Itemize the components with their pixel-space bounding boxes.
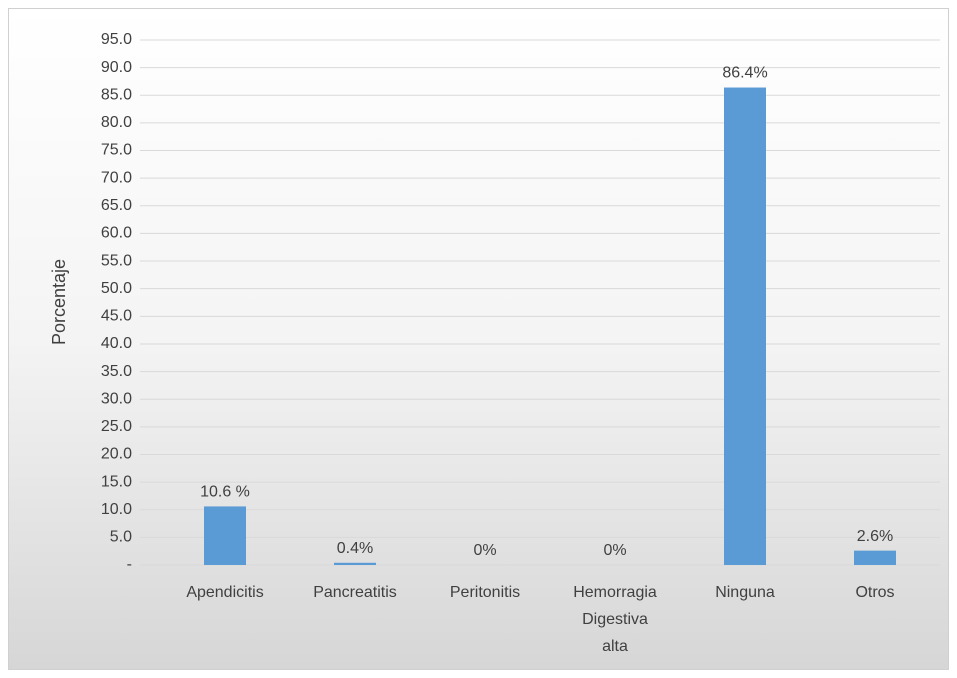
y-tick-label: 50.0 bbox=[101, 280, 132, 297]
y-tick-label: 55.0 bbox=[101, 252, 132, 269]
y-tick-label: 90.0 bbox=[101, 59, 132, 76]
y-tick-label: 10.0 bbox=[101, 501, 132, 518]
bar bbox=[204, 506, 246, 565]
data-label: 0.4% bbox=[337, 540, 373, 557]
y-tick-label: 70.0 bbox=[101, 169, 132, 186]
data-label: 2.6% bbox=[857, 528, 893, 545]
y-tick-label: 25.0 bbox=[101, 418, 132, 435]
x-tick-label: Apendicitis bbox=[186, 584, 263, 601]
y-tick-label: 85.0 bbox=[101, 86, 132, 103]
bar bbox=[334, 562, 376, 565]
y-tick-label: 35.0 bbox=[101, 363, 132, 380]
y-tick-label: 40.0 bbox=[101, 335, 132, 352]
x-tick-label: Peritonitis bbox=[450, 584, 520, 601]
y-axis-label: Porcentaje bbox=[49, 259, 69, 345]
y-tick-label: - bbox=[127, 556, 132, 573]
data-label: 10.6 % bbox=[200, 484, 250, 501]
y-tick-label: 75.0 bbox=[101, 142, 132, 159]
bar bbox=[724, 87, 766, 566]
y-tick-label: 45.0 bbox=[101, 308, 132, 325]
y-tick-label: 15.0 bbox=[101, 473, 132, 490]
y-tick-label: 80.0 bbox=[101, 114, 132, 131]
data-label: 0% bbox=[473, 542, 496, 559]
x-tick-label: Otros bbox=[855, 584, 894, 601]
bar bbox=[854, 550, 896, 565]
y-tick-label: 20.0 bbox=[101, 446, 132, 463]
y-tick-label: 60.0 bbox=[101, 225, 132, 242]
chart-area bbox=[8, 8, 949, 670]
y-tick-label: 95.0 bbox=[101, 31, 132, 48]
y-tick-label: 65.0 bbox=[101, 197, 132, 214]
x-tick-label: Pancreatitis bbox=[313, 584, 397, 601]
y-tick-label: 5.0 bbox=[110, 529, 132, 546]
data-label: 0% bbox=[603, 542, 626, 559]
x-tick-label: Hemorragia Digestiva alta bbox=[573, 584, 657, 655]
x-tick-label: Ninguna bbox=[715, 584, 775, 601]
data-label: 86.4% bbox=[722, 65, 767, 82]
y-tick-label: 30.0 bbox=[101, 390, 132, 407]
